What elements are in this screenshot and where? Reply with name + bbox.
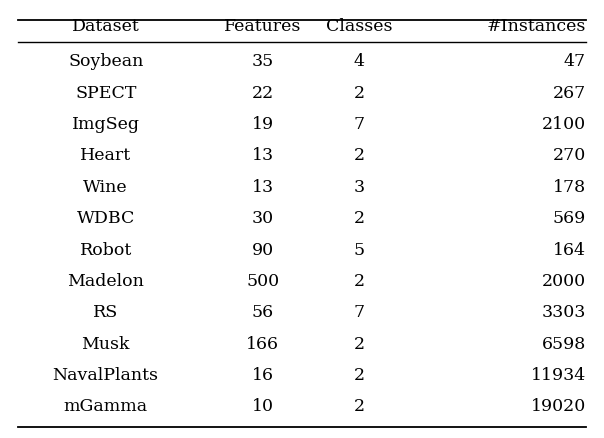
Text: ImgSeg: ImgSeg	[72, 116, 140, 133]
Text: Soybean: Soybean	[68, 53, 143, 70]
Text: Heart: Heart	[80, 147, 131, 164]
Text: 13: 13	[252, 179, 274, 196]
Text: 3303: 3303	[542, 304, 586, 321]
Text: Dataset: Dataset	[72, 18, 140, 35]
Text: SPECT: SPECT	[75, 85, 137, 102]
Text: Classes: Classes	[326, 18, 393, 35]
Text: 47: 47	[564, 53, 586, 70]
Text: 2: 2	[354, 210, 365, 227]
Text: 164: 164	[553, 241, 586, 258]
Text: 19020: 19020	[531, 399, 586, 416]
Text: 35: 35	[252, 53, 274, 70]
Text: Features: Features	[224, 18, 301, 35]
Text: 7: 7	[354, 116, 365, 133]
Text: #Instances: #Instances	[486, 18, 586, 35]
Text: Madelon: Madelon	[67, 273, 144, 290]
Text: NavalPlants: NavalPlants	[53, 367, 159, 384]
Text: Robot: Robot	[80, 241, 132, 258]
Text: Wine: Wine	[83, 179, 128, 196]
Text: 5: 5	[354, 241, 365, 258]
Text: 16: 16	[252, 367, 274, 384]
Text: 2: 2	[354, 367, 365, 384]
Text: 30: 30	[252, 210, 274, 227]
Text: 178: 178	[553, 179, 586, 196]
Text: 2: 2	[354, 85, 365, 102]
Text: 267: 267	[553, 85, 586, 102]
Text: Musk: Musk	[82, 336, 130, 353]
Text: WDBC: WDBC	[77, 210, 135, 227]
Text: 2: 2	[354, 399, 365, 416]
Text: RS: RS	[93, 304, 118, 321]
Text: 270: 270	[553, 147, 586, 164]
Text: 166: 166	[246, 336, 279, 353]
Text: 56: 56	[252, 304, 274, 321]
Text: 19: 19	[252, 116, 274, 133]
Text: 10: 10	[252, 399, 274, 416]
Text: 90: 90	[252, 241, 274, 258]
Text: 3: 3	[354, 179, 365, 196]
Text: 22: 22	[252, 85, 274, 102]
Text: 2: 2	[354, 273, 365, 290]
Text: 569: 569	[553, 210, 586, 227]
Text: 2: 2	[354, 147, 365, 164]
Text: 2: 2	[354, 336, 365, 353]
Text: 11934: 11934	[531, 367, 586, 384]
Text: 7: 7	[354, 304, 365, 321]
Text: mGamma: mGamma	[63, 399, 148, 416]
Text: 500: 500	[246, 273, 279, 290]
Text: 13: 13	[252, 147, 274, 164]
Text: 4: 4	[354, 53, 365, 70]
Text: 6598: 6598	[542, 336, 586, 353]
Text: 2000: 2000	[542, 273, 586, 290]
Text: 2100: 2100	[542, 116, 586, 133]
